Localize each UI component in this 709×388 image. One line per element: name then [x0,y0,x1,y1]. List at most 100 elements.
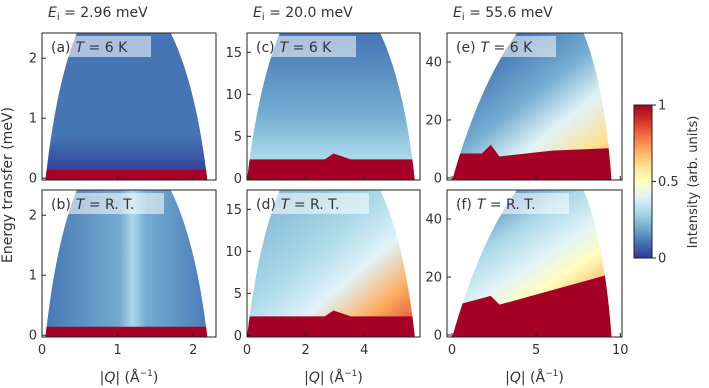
y-tick-label: 10 [225,245,242,260]
intensity-fill [45,190,208,337]
panel-label: (e) T = 6 K [456,40,533,56]
temp-text: = R. T. [84,197,134,213]
label-box [46,36,151,57]
y-tick-label: 20 [425,113,442,128]
temp-symbol: T [481,40,491,56]
y-axis-label: Energy transfer (meV) [0,107,16,263]
x-label-part: | [100,370,105,386]
colorbar-tick-label: 0 [658,252,666,267]
panel-letter: (a) [51,40,71,56]
x-label-part: | [505,370,510,386]
y-tick-label: 20 [425,270,442,285]
y-tick-label: 0 [434,171,442,186]
title-subscript: i [57,12,60,23]
panel-label: (f) T = R. T. [456,197,536,213]
x-tick-label: 0 [38,343,46,358]
intensity-fill [45,33,208,180]
intensity-map [247,33,415,180]
title-subscript: i [262,12,265,23]
panel-label: (a) T = 6 K [51,40,128,56]
intensity-map [45,33,208,180]
elastic-line [452,270,612,337]
panel-label: (d) T = R. T. [256,197,339,213]
y-tick-label: 2 [29,52,37,67]
x-label-part: −1 [344,369,357,379]
axes-frame [41,32,217,181]
elastic-line [247,310,415,337]
panel-letter: (b) [51,197,71,213]
temp-symbol: T [76,197,86,213]
y-tick-label: 40 [425,55,442,70]
title-text: = 20.0 meV [265,5,354,21]
y-tick-label: 2 [29,209,37,224]
label-box [251,193,369,214]
temp-symbol: T [477,197,487,213]
x-label-part: −1 [545,369,558,379]
intensity-map [45,190,208,337]
title-symbol: E [453,5,462,21]
label-box [46,193,164,214]
x-tick-label: 0 [243,343,251,358]
y-tick-label: 0 [234,172,242,187]
x-label-part: | (Å [320,369,345,386]
temp-text: = R. T. [289,197,339,213]
x-label-part: | (Å [521,369,546,386]
elastic-line [247,153,415,180]
title-symbol: E [253,5,262,21]
elastic-line [452,144,612,180]
title-text: = 55.6 meV [465,5,554,21]
y-tick-label: 1 [29,112,37,127]
x-tick-label: 10 [612,343,629,358]
y-tick-label: 5 [234,130,242,145]
label-box [251,36,356,57]
axes-frame [246,189,421,338]
title-subscript: i [462,12,465,23]
x-axis-label: |Q| (Å−1) [304,369,363,386]
temp-symbol: T [280,40,290,56]
axes-frame [41,189,217,338]
title-text: = 2.96 meV [60,5,149,21]
panel-letter: (d) [256,197,276,213]
y-tick-label: 40 [425,212,442,227]
temp-symbol: T [76,40,86,56]
column-title: Ei = 2.96 meV [48,5,148,23]
x-tick-label: 2 [302,343,310,358]
temp-text: = 6 K [489,40,533,56]
panel-letter: (e) [456,40,476,56]
temp-text: = 6 K [288,40,332,56]
intensity-map [247,190,415,337]
colorbar [633,104,653,259]
x-tick-label: 0 [448,343,456,358]
title-symbol: E [48,5,57,21]
colorbar-label: Intensity (arb. units) [686,116,701,249]
temp-symbol: T [281,197,291,213]
column-title: Ei = 20.0 meV [253,5,353,23]
panel-letter: (f) [456,197,472,213]
y-tick-label: 15 [225,203,242,218]
panel-label: (b) T = R. T. [51,197,134,213]
y-tick-label: 0 [29,329,37,344]
label-box [451,193,569,214]
x-label-part: ) [153,370,158,386]
x-label-part: Q [510,370,521,386]
label-box [451,36,556,57]
x-label-part: −1 [140,369,153,379]
axes-frame [446,189,623,338]
x-label-part: ) [558,370,563,386]
temp-text: = 6 K [84,40,128,56]
y-tick-label: 10 [225,88,242,103]
y-tick-label: 0 [434,328,442,343]
x-tick-label: 2 [189,343,197,358]
colorbar-tick-label: 1 [658,99,666,114]
x-tick-label: 4 [360,343,368,358]
column-title: Ei = 55.6 meV [453,5,553,23]
y-tick-label: 1 [29,269,37,284]
elastic-line [45,326,208,337]
x-label-part: Q [309,370,320,386]
colorbar-tick-label: 0.5 [658,175,679,190]
y-tick-label: 0 [234,329,242,344]
x-label-part: Q [104,370,115,386]
x-axis-label: |Q| (Å−1) [100,369,159,386]
x-axis-label: |Q| (Å−1) [505,369,564,386]
